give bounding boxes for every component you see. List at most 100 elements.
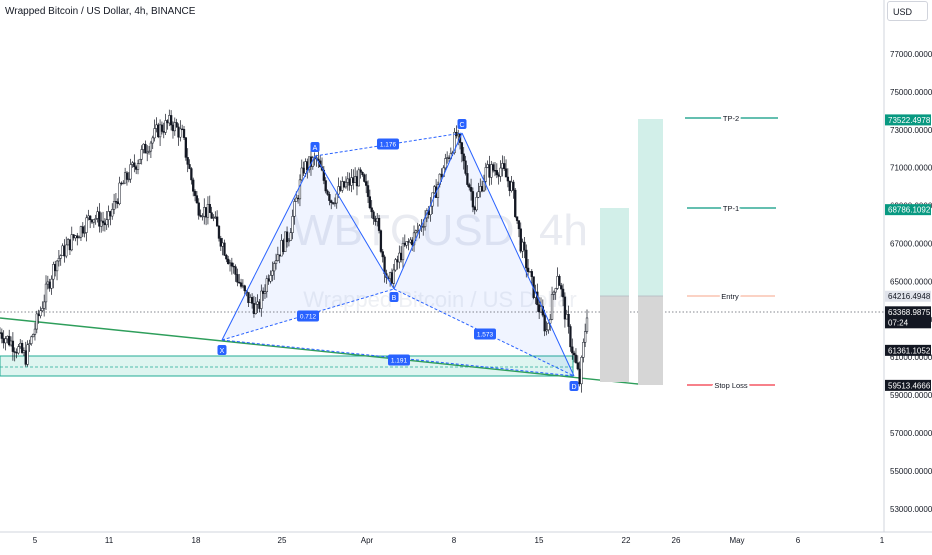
candle-body (274, 260, 278, 264)
candle-body (556, 276, 559, 289)
candle-body (107, 211, 110, 220)
candle-body (44, 283, 48, 303)
candle-body (228, 262, 232, 264)
candle-body (585, 317, 589, 332)
pattern-point-d-bg (569, 381, 579, 391)
candle-body (469, 187, 473, 192)
position-loss-zone-1[interactable] (600, 296, 629, 382)
candle-body (440, 173, 443, 177)
candle-body (6, 335, 9, 340)
candle-body (409, 239, 412, 243)
candle-body (523, 241, 526, 251)
candle-body (346, 178, 349, 183)
price-label-bg (885, 114, 931, 126)
price-label-tp-2: 73522.4978 (888, 116, 931, 125)
candle-body (254, 303, 257, 314)
candle-body (160, 124, 164, 132)
candle-body (396, 259, 399, 263)
candle-body (215, 216, 219, 227)
candle-body (116, 201, 119, 205)
currency-selector[interactable]: USD (887, 1, 928, 21)
candle-body (227, 258, 230, 264)
candle-body (136, 163, 140, 170)
candle-body (149, 142, 153, 152)
candle-body (480, 186, 484, 192)
candle-body (35, 313, 38, 330)
candle-body (543, 314, 546, 332)
entry-label: Entry (721, 292, 739, 301)
price-labels: 73522.4978 68786.1092 64216.4948 63368.9875… (885, 114, 931, 391)
candle-body (508, 180, 511, 192)
candle-body (530, 271, 533, 277)
candle-body (582, 342, 585, 358)
candle-body (486, 164, 489, 168)
pattern-ratio-label: 0.712 (300, 314, 317, 321)
candle-body (37, 313, 40, 317)
candle-body (392, 269, 395, 284)
candle-body (63, 245, 66, 257)
candle-body (190, 168, 193, 181)
candle-body (103, 222, 107, 226)
trade-levels[interactable]: TP-2 TP-1 Entry Stop Loss (685, 112, 778, 392)
y-tick-label: 67000.0000 (890, 240, 932, 249)
y-tick-label: 75000.0000 (890, 88, 932, 97)
candle-body (407, 241, 410, 243)
demand-zone[interactable] (0, 355, 574, 377)
candle-body (83, 232, 86, 234)
candle-body (61, 245, 64, 256)
candle-body (203, 207, 206, 217)
position-profit-zone-2[interactable] (638, 119, 663, 296)
price-label-bg (885, 379, 931, 391)
candle-body (552, 291, 556, 295)
y-tick-label: 71000.0000 (890, 164, 932, 173)
candle-body (381, 251, 384, 258)
candle-body (4, 338, 7, 344)
candle-body (462, 153, 465, 162)
pattern-ratio-bg (388, 354, 410, 366)
y-tick-label: 53000.0000 (890, 505, 932, 514)
candle-body (252, 303, 256, 314)
candle-body (24, 350, 27, 365)
candle-body (123, 172, 127, 184)
pattern-leg-xa (221, 155, 316, 341)
candle-body (89, 215, 92, 220)
price-label-stop-loss: 59513.4666 (888, 381, 931, 390)
price-label-bg (885, 204, 931, 216)
candle-body (344, 182, 348, 188)
candle-body (169, 115, 173, 126)
candle-body (17, 346, 20, 354)
candle-body (9, 340, 13, 346)
candle-body (280, 240, 283, 257)
candle-body (81, 226, 84, 234)
candle-body (495, 170, 498, 176)
candle-body (151, 137, 154, 144)
position-loss-zone-2[interactable] (638, 296, 663, 385)
x-tick-label: 8 (452, 536, 457, 545)
candle-body (352, 177, 355, 183)
candle-body (446, 157, 449, 159)
candle-body (339, 186, 342, 191)
candle-body (291, 216, 294, 233)
candle-body (519, 228, 522, 252)
candle-body (350, 177, 353, 186)
candle-body (19, 342, 22, 347)
support-trendline[interactable] (0, 317, 639, 385)
candle-body (306, 161, 309, 171)
candle-body (361, 172, 364, 176)
candle-body (0, 332, 3, 339)
candle-body (101, 220, 105, 224)
position-profit-zone-1[interactable] (600, 208, 629, 296)
candle-body (504, 168, 508, 178)
candle-body (199, 215, 202, 217)
candle-body (295, 197, 298, 202)
candle-body (571, 346, 574, 354)
candle-body (521, 241, 524, 252)
candle-body (289, 232, 292, 241)
candle-body (76, 235, 79, 239)
candle-body (372, 211, 375, 220)
time-axis[interactable]: 5 11 18 25 Apr 8 15 22 26 May 6 1 (33, 536, 885, 545)
candle-body (484, 167, 487, 182)
candle-body (479, 186, 482, 193)
